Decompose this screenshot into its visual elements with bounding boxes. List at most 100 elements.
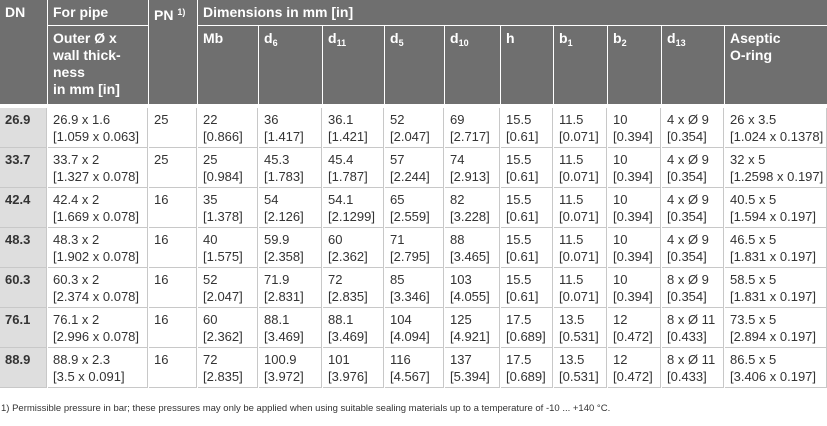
text-line: [0.394]: [613, 249, 653, 264]
dn-value: 88.9: [5, 352, 31, 367]
dim-cell: 12 [0.472]: [608, 308, 661, 348]
text-line: [1.421]: [328, 129, 368, 144]
pn-cell: 16: [149, 228, 197, 268]
text-line: 17.5: [506, 352, 532, 367]
text-line: 10: [613, 192, 628, 207]
text-line: [3.972]: [264, 369, 304, 384]
dim-cell: 22 [0.866]: [198, 108, 258, 148]
text-line: [3.469]: [264, 329, 304, 344]
pn-cell: 25: [149, 108, 197, 148]
text-line: 60: [203, 312, 218, 327]
text-line: [2.831]: [264, 289, 304, 304]
text-line: [1.783]: [264, 169, 304, 184]
text-line: 11.5: [559, 152, 584, 167]
dim-cell: 40.5 x 5 [1.594 x 0.197]: [725, 188, 827, 228]
text-line: 58.5 x 5: [730, 272, 777, 287]
dim-cell: 15.5 [0.61]: [501, 228, 553, 268]
dn-value: 60.3: [5, 272, 31, 287]
column-header: Mb: [198, 26, 258, 104]
dim-cell: 58.5 x 5 [1.831 x 0.197]: [725, 268, 827, 308]
subscript: 2: [621, 38, 627, 48]
text-line: [2.047]: [390, 129, 430, 144]
dim-cell: 36 [1.417]: [259, 108, 322, 148]
text-line: 15.5: [506, 232, 532, 247]
dn-value: 48.3: [5, 232, 31, 247]
dim-cell: 4 x Ø 9 [0.354]: [662, 188, 724, 228]
text-line: [2.996 x 0.078]: [53, 329, 140, 344]
pn-value: 16: [154, 272, 169, 287]
text-line: 15.5: [506, 272, 532, 287]
dim-cell: 116 [4.567]: [385, 348, 444, 388]
dn-cell: 48.3: [0, 228, 47, 268]
dn-cell: 42.4: [0, 188, 47, 228]
text-line: [0.531]: [559, 329, 599, 344]
text-line: [0.354]: [667, 129, 707, 144]
text-line: [1.831 x 0.197]: [730, 249, 817, 264]
dim-cell: 8 x Ø 11 [0.433]: [662, 308, 724, 348]
dim-cell: 11.5 [0.071]: [554, 108, 607, 148]
dim-cell: 35 [1.378]: [198, 188, 258, 228]
text-line: [1.669 x 0.078]: [53, 209, 140, 224]
text-line: [0.531]: [559, 369, 599, 384]
pipe-cell: 60.3 x 2 [2.374 x 0.078]: [48, 268, 148, 308]
text-line: ness: [53, 64, 85, 80]
text-line: 71: [390, 232, 405, 247]
dim-cell: 8 x Ø 9 [0.354]: [662, 268, 724, 308]
text-line: 32 x 5: [730, 152, 766, 167]
text-line: [0.61]: [506, 249, 539, 264]
text-line: [2.374 x 0.078]: [53, 289, 140, 304]
text-line: [2.358]: [264, 249, 304, 264]
text-line: [4.567]: [390, 369, 430, 384]
text-line: [2.362]: [328, 249, 368, 264]
dim-cell: 54 [2.126]: [259, 188, 322, 228]
text-line: 52: [203, 272, 218, 287]
text-line: 13.5: [559, 312, 585, 327]
text-line: [2.913]: [450, 169, 490, 184]
text-line: [1.831 x 0.197]: [730, 289, 817, 304]
text-line: 13.5: [559, 352, 585, 367]
dim-cell: 74 [2.913]: [445, 148, 500, 188]
text-line: 45.3: [264, 152, 290, 167]
pipe-cell: 26.9 x 1.6 [1.059 x 0.063]: [48, 108, 148, 148]
dim-cell: 8 x Ø 11 [0.433]: [662, 348, 724, 388]
dim-cell: 13.5 [0.531]: [554, 348, 607, 388]
text-line: 88.1: [328, 312, 354, 327]
text-line: 101: [328, 352, 350, 367]
text-line: 12: [613, 352, 628, 367]
text-line: 11.5: [559, 232, 584, 247]
text-line: [0.071]: [559, 289, 599, 304]
header-pn: PN 1): [149, 0, 197, 104]
text-line: [0.394]: [613, 129, 653, 144]
dim-cell: 69 [2.717]: [445, 108, 500, 148]
text-line: [2.717]: [450, 129, 490, 144]
text-line: 54.1: [328, 192, 354, 207]
subscript: 5: [398, 38, 404, 48]
text-line: [1.327 x 0.078]: [53, 169, 140, 184]
dim-cell: 54.1 [2.1299]: [323, 188, 384, 228]
subscript: 6: [272, 38, 278, 48]
text-line: [1.378]: [203, 209, 243, 224]
subscript: 13: [675, 38, 686, 48]
subscript: 11: [336, 38, 347, 48]
dim-cell: 11.5 [0.071]: [554, 228, 607, 268]
pn-cell: 25: [149, 148, 197, 188]
text-line: [0.433]: [667, 369, 707, 384]
dim-cell: 65 [2.559]: [385, 188, 444, 228]
dim-cell: 45.3 [1.783]: [259, 148, 322, 188]
text-line: 15.5: [506, 152, 532, 167]
text-line: [0.354]: [667, 169, 707, 184]
header-text: d: [390, 30, 399, 46]
dim-cell: 88.1 [3.469]: [323, 308, 384, 348]
subscript: 1: [567, 38, 573, 48]
text-line: 11.5: [559, 112, 584, 127]
header-pipe-desc: Outer Ø x wall thick-ness in mm [in]: [48, 26, 148, 104]
text-line: [1.787]: [328, 169, 368, 184]
text-line: 4 x Ø 9: [667, 152, 709, 167]
text-line: [3.469]: [328, 329, 368, 344]
header-text: d: [667, 30, 676, 46]
dn-cell: 33.7: [0, 148, 47, 188]
pn-value: 16: [154, 232, 169, 247]
text-line: [2.244]: [390, 169, 430, 184]
pn-value: 16: [154, 352, 169, 367]
